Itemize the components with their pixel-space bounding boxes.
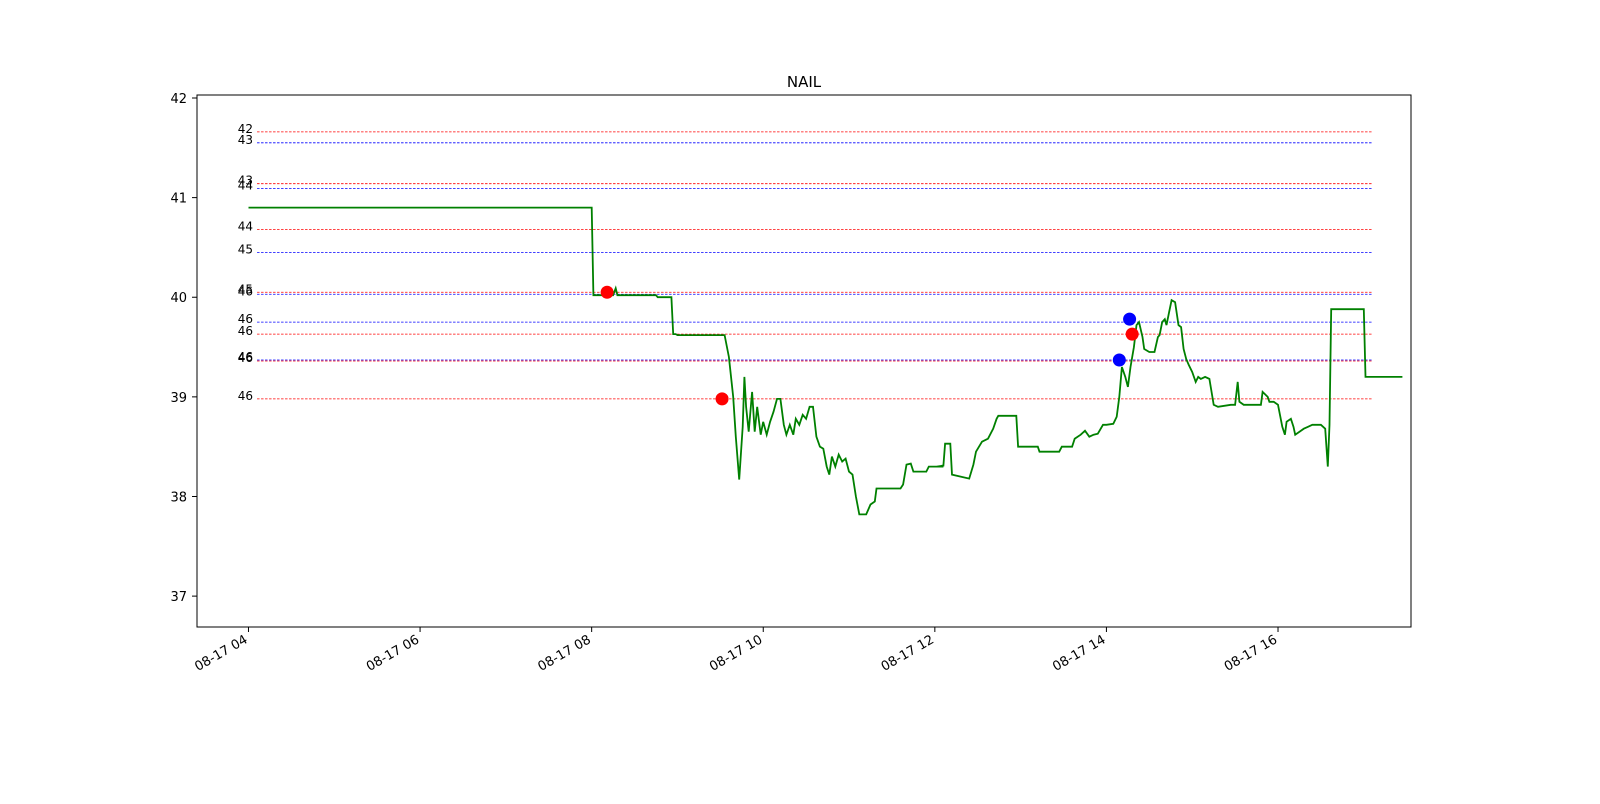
red-signal-marker [600,285,614,299]
red-signal-marker [715,392,729,406]
blue-signal-marker [1123,312,1137,326]
y-tick-label: 41 [170,192,187,207]
reference-line-label: 46 [238,389,253,403]
plot-frame [196,94,1412,628]
y-tick-label: 40 [170,291,187,306]
price-series-line [248,206,1403,516]
y-tick-label: 42 [170,92,187,107]
y-axis: 37 38 39 40 41 42 [170,92,197,605]
reference-line-label: 45 [238,282,253,296]
price-line-layer [248,206,1403,516]
reference-line-label: 44 [238,219,253,233]
reference-line-label: 46 [238,312,253,326]
reference-line-label: 45 [238,242,253,256]
markers-layer [600,285,1139,406]
y-tick-label: 39 [170,391,187,406]
reference-line-label: 42 [238,122,253,136]
y-tick-label: 37 [170,590,187,605]
y-tick-label: 38 [170,490,187,505]
reference-line-label: 43 [238,133,253,147]
reference-line-label: 46 [238,351,253,365]
blue-signal-marker [1112,353,1126,367]
reference-line-label: 44 [238,179,253,193]
reference-line-label: 46 [238,350,253,364]
chart-title: NAIL [787,73,822,91]
red-signal-marker [1125,327,1139,341]
reference-line-label: 46 [238,284,253,298]
reference-line-label: 43 [238,174,253,188]
reference-line-label: 46 [238,324,253,338]
